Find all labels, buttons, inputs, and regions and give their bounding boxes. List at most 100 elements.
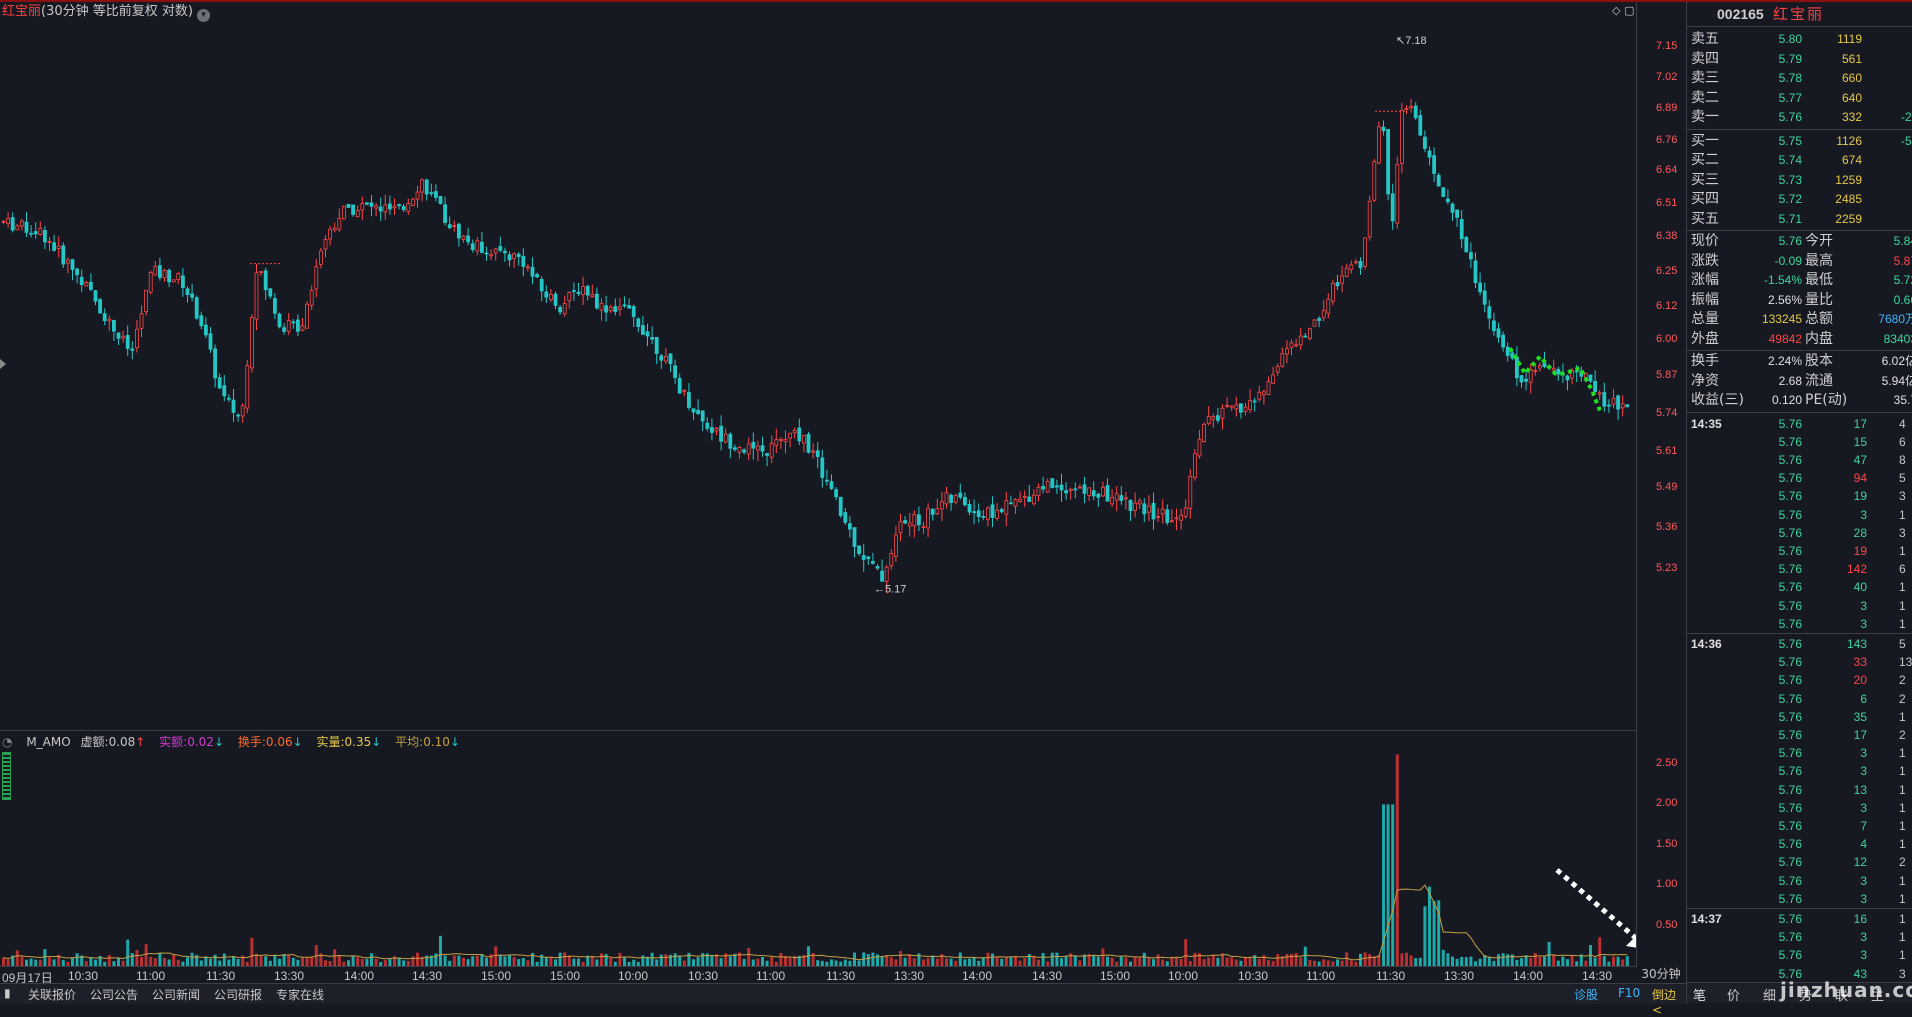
tick-row[interactable]: 5.76 28 3: [1687, 524, 1912, 542]
bid-row[interactable]: 买二 5.74 674: [1687, 151, 1912, 170]
bid-row[interactable]: 买四 5.72 2485: [1687, 190, 1912, 209]
tick-row[interactable]: 5.76 19 3: [1687, 487, 1912, 505]
tick-row[interactable]: 14:36 5.76 143 5: [1687, 635, 1912, 653]
bottom-bar-handle-icon[interactable]: ▮: [4, 986, 11, 1000]
tab-expert-online[interactable]: 专家在线: [276, 988, 325, 1002]
volume-bar: [1487, 956, 1491, 966]
ask-row[interactable]: 卖三 5.78 660: [1687, 69, 1912, 88]
bid-row[interactable]: 买三 5.73 1259: [1687, 171, 1912, 190]
bid-row[interactable]: 买一 5.75 1126 -5: [1687, 132, 1912, 151]
tab-detail[interactable]: 细: [1763, 989, 1777, 1003]
candle-body: [56, 245, 61, 249]
tab-main[interactable]: 主: [1871, 989, 1885, 1003]
volume-bar: [250, 937, 254, 966]
candle-body: [397, 204, 402, 206]
volume-bar: [1612, 956, 1615, 966]
stock-code[interactable]: 002165: [1717, 6, 1764, 22]
candlestick-chart[interactable]: ↖7.18 ←5.17: [0, 22, 1636, 730]
candle-body: [1349, 264, 1354, 270]
volume-bar: [94, 959, 97, 966]
tick-row[interactable]: 5.76 35 1: [1687, 708, 1912, 726]
candle-body: [286, 320, 291, 332]
volume-bar: [245, 961, 249, 966]
chart-stock-name[interactable]: 红宝丽: [2, 4, 42, 19]
tick-volume: 43: [1853, 966, 1867, 981]
tick-row[interactable]: 5.76 6 2: [1687, 690, 1912, 708]
tab-link[interactable]: 联: [1835, 989, 1849, 1003]
volume-bar: [1184, 939, 1188, 966]
candle-body: [1, 220, 6, 223]
tick-volume: 28: [1853, 525, 1867, 540]
tick-row[interactable]: 5.76 3 1: [1687, 890, 1912, 908]
tick-row[interactable]: 5.76 3 1: [1687, 872, 1912, 890]
tab-trend[interactable]: 势: [1799, 989, 1813, 1003]
tab-price[interactable]: 价: [1727, 989, 1741, 1003]
candle-body: [875, 566, 880, 569]
tick-row[interactable]: 5.76 3 1: [1687, 597, 1912, 615]
diamond-icon[interactable]: ◇: [1612, 4, 1621, 17]
bid-price: 5.71: [1778, 211, 1802, 226]
ask-row[interactable]: 卖五 5.80 1119: [1687, 30, 1912, 49]
tick-row[interactable]: 5.76 4 1: [1687, 835, 1912, 853]
bid-row[interactable]: 买五 5.71 2259: [1687, 210, 1912, 229]
tick-row[interactable]: 5.76 17 2: [1687, 726, 1912, 744]
tick-row[interactable]: 5.76 12 2: [1687, 853, 1912, 871]
tab-announcements[interactable]: 公司公告: [90, 988, 139, 1002]
tick-volume: 40: [1853, 580, 1867, 595]
stock-name[interactable]: 红宝丽: [1773, 5, 1825, 23]
tick-row[interactable]: 5.76 19 1: [1687, 542, 1912, 560]
volume-bar: [977, 960, 981, 966]
volume-bar: [678, 956, 682, 966]
tick-row[interactable]: 5.76 40 1: [1687, 578, 1912, 596]
candle-body: [1386, 129, 1390, 195]
tick-row[interactable]: 5.76 7 1: [1687, 817, 1912, 835]
side-toggle-button[interactable]: 倒边<: [1652, 988, 1677, 1017]
tab-ticks[interactable]: 笔: [1693, 989, 1707, 1003]
tick-row[interactable]: 5.76 33 13: [1687, 653, 1912, 671]
tick-row[interactable]: 5.76 94 5: [1687, 469, 1912, 487]
volume-chart[interactable]: [0, 732, 1636, 966]
tick-row[interactable]: 5.76 3 1: [1687, 946, 1912, 964]
candle-body: [627, 305, 631, 309]
tick-volume: 3: [1860, 616, 1867, 631]
volume-bar: [765, 960, 769, 966]
tick-row[interactable]: 5.76 142 6: [1687, 560, 1912, 578]
tick-row[interactable]: 5.76 15 6: [1687, 433, 1912, 451]
diagnose-button[interactable]: 诊股: [1574, 988, 1599, 1002]
tick-row[interactable]: 14:37 5.76 16 1: [1687, 910, 1912, 928]
window-icon[interactable]: ▢: [1623, 4, 1635, 17]
tick-row[interactable]: 5.76 3 1: [1687, 744, 1912, 762]
tick-row[interactable]: 5.76 3 1: [1687, 615, 1912, 633]
volume-bar: [692, 959, 695, 966]
tick-price: 5.76: [1778, 891, 1802, 906]
tick-row[interactable]: 5.76 20 2: [1687, 671, 1912, 689]
ask-row[interactable]: 卖二 5.77 640: [1687, 89, 1912, 108]
candle-body: [245, 365, 250, 409]
ask-row[interactable]: 卖一 5.76 332 -2: [1687, 108, 1912, 127]
f10-button[interactable]: F10: [1618, 986, 1641, 1000]
indicator-lock-icon[interactable]: ◔: [2, 735, 13, 749]
volume-bar: [15, 950, 19, 966]
indicator-name[interactable]: M_AMO: [26, 735, 71, 749]
tick-row[interactable]: 5.76 3 1: [1687, 799, 1912, 817]
volume-bar: [995, 956, 999, 966]
tick-row[interactable]: 5.76 3 1: [1687, 928, 1912, 946]
tick-row[interactable]: 5.76 47 8: [1687, 451, 1912, 469]
candle-body: [1183, 507, 1188, 517]
tab-research[interactable]: 公司研报: [214, 988, 263, 1002]
tick-row[interactable]: 5.76 43 3: [1687, 965, 1912, 983]
tab-related-quotes[interactable]: 关联报价: [28, 988, 77, 1002]
tick-row[interactable]: 5.76 13 1: [1687, 781, 1912, 799]
candle-body: [1239, 403, 1243, 413]
volume-bar: [1538, 956, 1542, 966]
tick-row[interactable]: 5.76 3 1: [1687, 762, 1912, 780]
candle-body: [613, 306, 618, 312]
tab-company-news[interactable]: 公司新闻: [152, 988, 201, 1002]
ask-row[interactable]: 卖四 5.79 561: [1687, 50, 1912, 69]
chart-options-icon[interactable]: ▾: [196, 9, 210, 22]
period-label[interactable]: 30分钟: [1641, 967, 1681, 981]
candle-body: [1013, 499, 1018, 507]
tick-row[interactable]: 14:35 5.76 17 4: [1687, 415, 1912, 433]
tick-row[interactable]: 5.76 3 1: [1687, 506, 1912, 524]
candle-body: [461, 235, 466, 240]
